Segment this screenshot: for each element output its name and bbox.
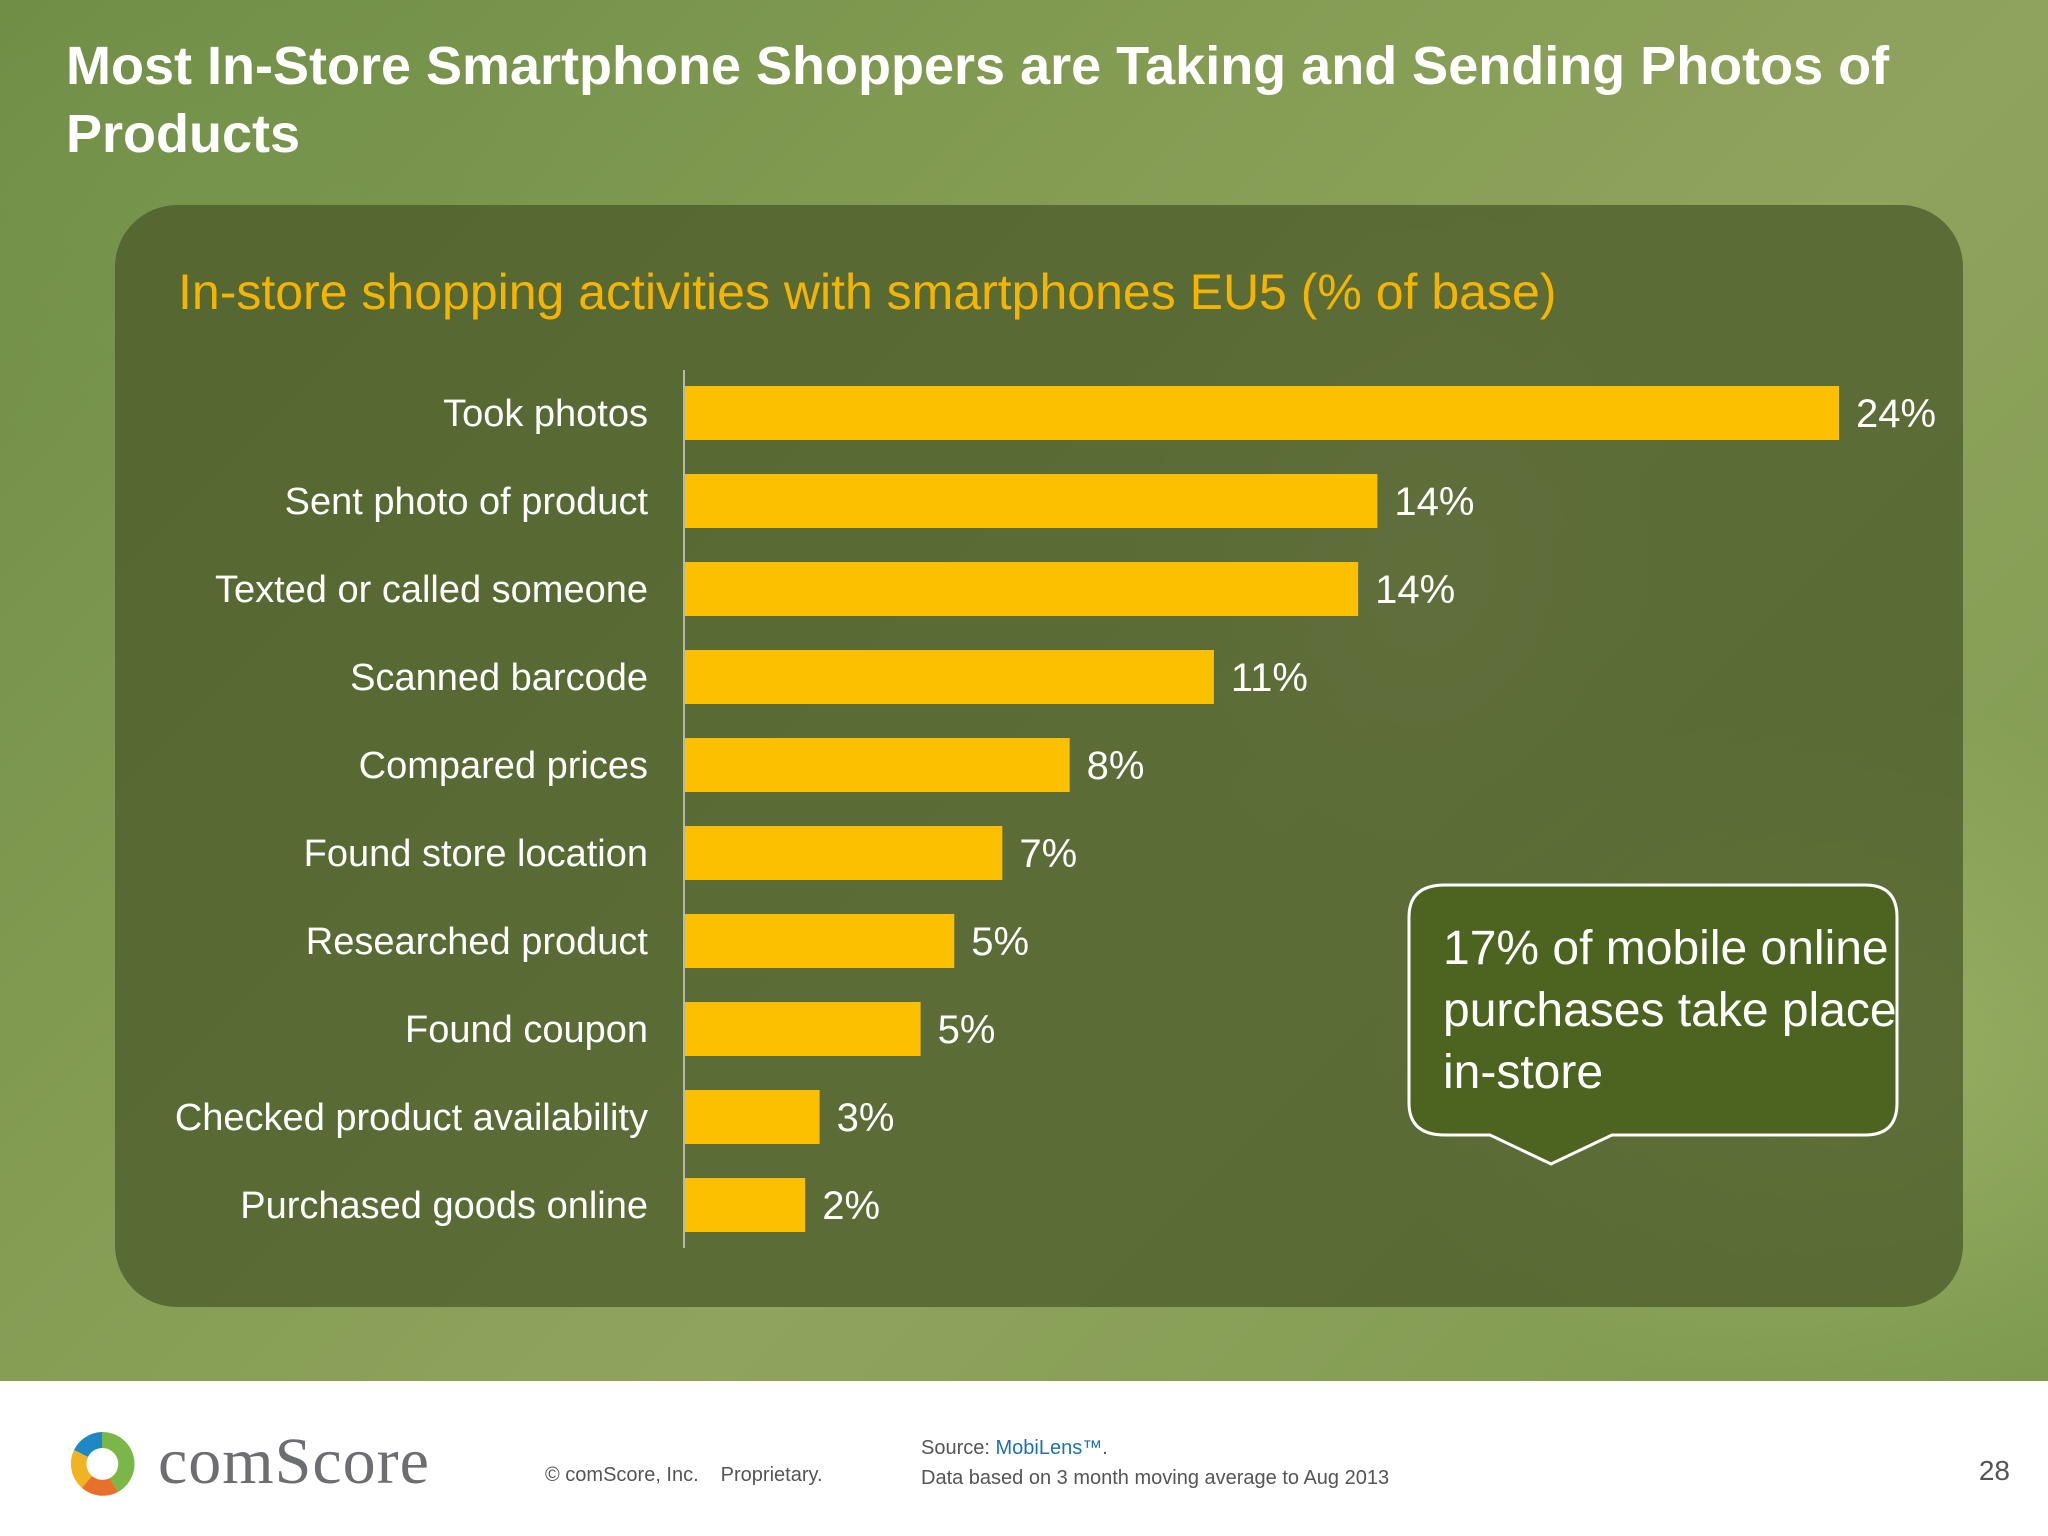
data-label: 5% xyxy=(938,1008,996,1052)
source-label: Source: xyxy=(921,1437,996,1459)
category-label: Checked product availability xyxy=(175,1097,648,1139)
category-label: Found store location xyxy=(304,833,648,875)
data-label: 14% xyxy=(1375,568,1455,612)
source-data-note: Data based on 3 month moving average to … xyxy=(921,1467,1390,1489)
data-label: 8% xyxy=(1087,744,1145,788)
copyright-text: © comScore, Inc. xyxy=(545,1464,699,1486)
proprietary-text: Proprietary. xyxy=(720,1464,823,1486)
bar xyxy=(685,650,1214,704)
bar xyxy=(685,562,1359,616)
bar xyxy=(685,1090,820,1144)
category-label: Compared prices xyxy=(359,745,648,787)
data-label: 11% xyxy=(1231,656,1308,700)
page-number: 28 xyxy=(1978,1455,2010,1486)
source-note: Source: MobiLens™. Data based on 3 month… xyxy=(921,1433,1389,1493)
bar xyxy=(685,1002,921,1056)
category-label: Researched product xyxy=(306,921,649,963)
category-label: Took photos xyxy=(443,393,648,435)
data-label: 3% xyxy=(837,1096,895,1140)
category-label: Sent photo of product xyxy=(285,481,649,523)
footer xyxy=(0,1381,2048,1536)
source-suffix: . xyxy=(1102,1437,1108,1459)
comscore-logo-text: comScore xyxy=(158,1425,430,1498)
data-label: 2% xyxy=(822,1184,880,1228)
source-link[interactable]: MobiLens™ xyxy=(995,1437,1103,1459)
bar xyxy=(685,826,1003,880)
slide-title: Most In-Store Smartphone Shoppers are Ta… xyxy=(66,36,1890,164)
data-label: 14% xyxy=(1394,480,1474,524)
data-label: 7% xyxy=(1019,832,1077,876)
bar xyxy=(685,386,1839,440)
category-label: Texted or called someone xyxy=(215,569,648,611)
bar xyxy=(685,738,1070,792)
category-label: Scanned barcode xyxy=(350,657,648,699)
category-label: Found coupon xyxy=(405,1009,648,1051)
source-line: Source: MobiLens™. xyxy=(921,1433,1389,1463)
bar xyxy=(685,474,1378,528)
bar xyxy=(685,1178,806,1232)
bar-chart: Took photos 24% Sent photo of product 14% Te… xyxy=(175,370,1936,1248)
copyright-notice: © comScore, Inc. Proprietary. xyxy=(545,1464,845,1487)
comscore-logo-icon xyxy=(70,1431,135,1496)
category-label: Purchased goods online xyxy=(240,1185,648,1227)
data-label: 5% xyxy=(971,920,1029,964)
data-label: 24% xyxy=(1856,392,1936,436)
chart-title: In-store shopping activities with smartp… xyxy=(178,264,1557,320)
callout-text: 17% of mobile online purchases take plac… xyxy=(1443,922,1897,1099)
bar xyxy=(685,914,955,968)
callout-bubble xyxy=(1407,883,1899,1166)
